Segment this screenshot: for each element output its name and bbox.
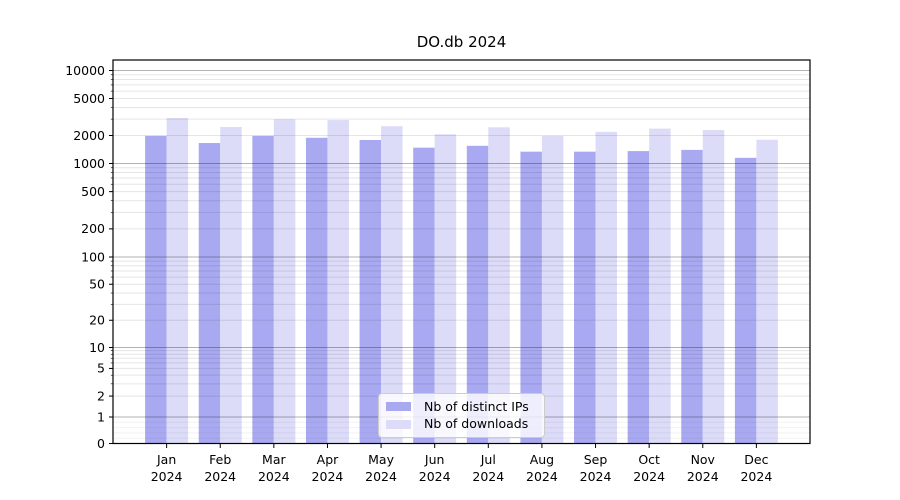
- bar-downloads-dec: [756, 139, 778, 444]
- bar-downloads-aug: [541, 135, 564, 444]
- x-tick-year-jun: 2024: [419, 469, 451, 484]
- bar-downloads-feb: [220, 126, 242, 444]
- plot-border: [112, 59, 811, 445]
- bar-distinct-ips-may: [359, 139, 382, 444]
- bar-distinct-ips-apr: [305, 137, 328, 444]
- bar-distinct-ips-jan: [145, 135, 167, 444]
- bar-downloads-apr: [327, 120, 349, 444]
- bar-downloads-jun: [434, 134, 457, 444]
- x-tick-year-aug: 2024: [526, 469, 558, 484]
- legend-label-distinct-ips: Nb of distinct IPs: [424, 398, 529, 414]
- y-tick-label-200: 200: [81, 221, 105, 236]
- y-tick-label-500: 500: [81, 184, 105, 199]
- bar-downloads-jul: [488, 127, 510, 444]
- x-tick-label-may: May: [368, 452, 394, 467]
- legend-swatch-downloads: [386, 419, 411, 429]
- x-tick-label-oct: Oct: [638, 452, 660, 467]
- x-tick-label-nov: Nov: [691, 452, 716, 467]
- x-tick-label-jan: Jan: [156, 452, 176, 467]
- bar-downloads-mar: [273, 119, 296, 444]
- bar-downloads-jan: [166, 118, 189, 444]
- y-tick-label-2: 2: [97, 388, 105, 403]
- x-tick-label-sep: Sep: [584, 452, 608, 467]
- x-tick-label-jul: Jul: [480, 452, 496, 467]
- x-tick-year-apr: 2024: [312, 469, 344, 484]
- y-tick-label-10000: 10000: [65, 63, 105, 78]
- bar-distinct-ips-aug: [520, 151, 542, 444]
- y-tick-label-10: 10: [89, 340, 105, 355]
- y-tick-label-0: 0: [97, 436, 105, 451]
- bar-distinct-ips-oct: [627, 151, 650, 444]
- x-tick-year-jan: 2024: [151, 469, 183, 484]
- legend-item-downloads: Nb of downloads: [386, 415, 537, 431]
- bar-distinct-ips-nov: [681, 149, 703, 444]
- y-tick-label-5: 5: [97, 361, 105, 376]
- legend-item-distinct-ips: Nb of distinct IPs: [386, 398, 537, 414]
- bar-distinct-ips-jun: [413, 147, 435, 444]
- bar-distinct-ips-jul: [466, 145, 489, 444]
- x-tick-year-mar: 2024: [258, 469, 290, 484]
- x-tick-year-nov: 2024: [687, 469, 719, 484]
- chart-title: DO.db 2024: [416, 33, 507, 51]
- x-tick-label-mar: Mar: [262, 452, 286, 467]
- bar-distinct-ips-mar: [252, 135, 274, 444]
- bar-downloads-nov: [702, 130, 725, 444]
- x-tick-label-apr: Apr: [317, 452, 339, 467]
- y-tick-label-1000: 1000: [73, 156, 105, 171]
- x-tick-label-jun: Jun: [424, 452, 445, 467]
- x-tick-label-aug: Aug: [530, 452, 554, 467]
- bar-distinct-ips-dec: [734, 157, 757, 444]
- y-tick-label-1: 1: [97, 409, 105, 424]
- bar-downloads-sep: [595, 131, 618, 444]
- x-tick-year-oct: 2024: [633, 469, 665, 484]
- bar-downloads-oct: [649, 128, 671, 444]
- legend: Nb of distinct IPs Nb of downloads: [378, 393, 545, 438]
- x-tick-label-feb: Feb: [209, 452, 231, 467]
- x-tick-year-jul: 2024: [472, 469, 504, 484]
- bar-distinct-ips-feb: [198, 143, 221, 444]
- x-tick-year-feb: 2024: [204, 469, 236, 484]
- x-tick-year-sep: 2024: [580, 469, 612, 484]
- y-tick-label-100: 100: [81, 249, 105, 264]
- y-tick-label-2000: 2000: [73, 128, 105, 143]
- x-tick-year-may: 2024: [365, 469, 397, 484]
- bar-distinct-ips-sep: [574, 151, 596, 444]
- bar-downloads-may: [381, 126, 403, 444]
- y-tick-label-50: 50: [89, 277, 105, 292]
- y-tick-label-20: 20: [89, 313, 105, 328]
- x-tick-label-dec: Dec: [744, 452, 768, 467]
- legend-swatch-distinct-ips: [386, 402, 411, 412]
- x-tick-year-dec: 2024: [740, 469, 772, 484]
- legend-label-downloads: Nb of downloads: [424, 415, 529, 431]
- y-tick-label-5000: 5000: [73, 91, 105, 106]
